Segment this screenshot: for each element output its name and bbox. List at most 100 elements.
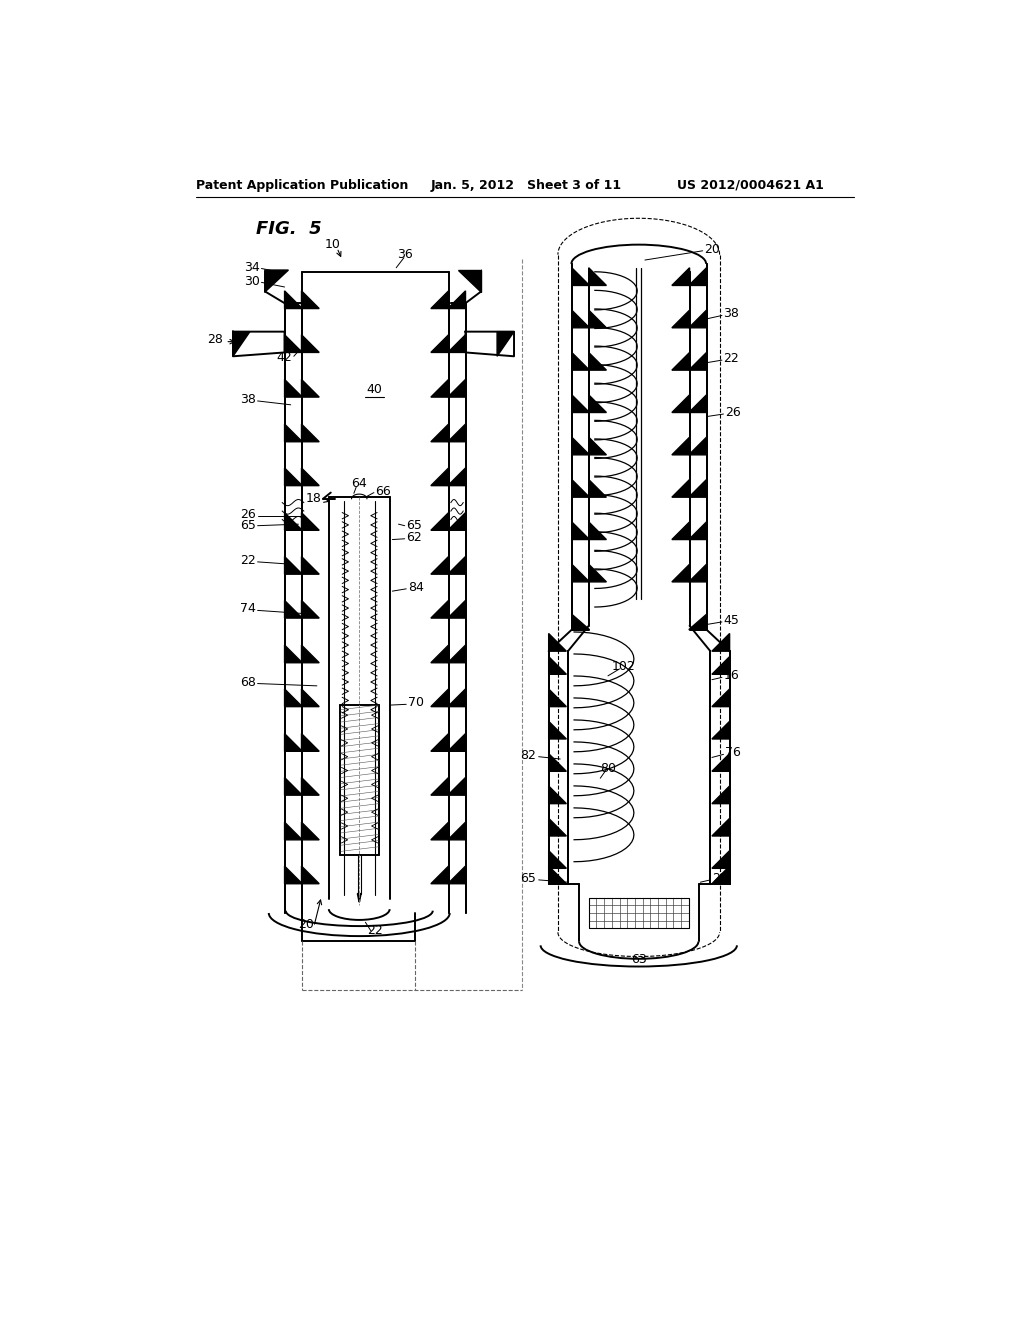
Text: 22: 22: [712, 871, 728, 884]
Polygon shape: [301, 601, 319, 618]
Polygon shape: [712, 818, 730, 836]
Bar: [589, 898, 689, 928]
Text: 16: 16: [724, 669, 739, 682]
Text: 38: 38: [241, 393, 256, 407]
Polygon shape: [571, 614, 590, 630]
Polygon shape: [571, 395, 590, 412]
Polygon shape: [672, 268, 689, 285]
Text: 34: 34: [244, 261, 260, 275]
Polygon shape: [301, 272, 449, 304]
Polygon shape: [431, 557, 449, 574]
Polygon shape: [689, 395, 707, 412]
Polygon shape: [285, 512, 302, 531]
Polygon shape: [689, 479, 707, 498]
Polygon shape: [589, 352, 606, 370]
Polygon shape: [431, 379, 449, 397]
Text: 84: 84: [408, 581, 424, 594]
Polygon shape: [447, 290, 466, 309]
Text: 10: 10: [325, 238, 340, 251]
Polygon shape: [571, 564, 590, 582]
Polygon shape: [431, 822, 449, 840]
Polygon shape: [431, 734, 449, 751]
Polygon shape: [672, 479, 689, 498]
Text: Patent Application Publication: Patent Application Publication: [196, 178, 409, 191]
Text: Jan. 5, 2012   Sheet 3 of 11: Jan. 5, 2012 Sheet 3 of 11: [431, 178, 622, 191]
Polygon shape: [301, 822, 319, 840]
Text: 82: 82: [520, 748, 537, 762]
Polygon shape: [447, 469, 466, 486]
Text: 80: 80: [600, 762, 616, 775]
Text: 20: 20: [298, 917, 314, 931]
Polygon shape: [497, 331, 514, 356]
Polygon shape: [549, 656, 566, 675]
Polygon shape: [301, 734, 319, 751]
Polygon shape: [431, 777, 449, 795]
Polygon shape: [589, 310, 606, 327]
Polygon shape: [589, 437, 606, 455]
Text: 45: 45: [724, 614, 739, 627]
Text: 65: 65: [520, 871, 537, 884]
Text: 36: 36: [397, 248, 414, 261]
Text: 20: 20: [705, 243, 720, 256]
Polygon shape: [431, 424, 449, 442]
Polygon shape: [301, 557, 319, 574]
Text: FIG.  5: FIG. 5: [256, 220, 322, 238]
Text: 38: 38: [724, 308, 739, 321]
Polygon shape: [285, 469, 302, 486]
Polygon shape: [431, 335, 449, 352]
Polygon shape: [712, 656, 730, 675]
Text: 74: 74: [241, 602, 256, 615]
Text: 102: 102: [611, 660, 635, 673]
Polygon shape: [447, 335, 466, 352]
Polygon shape: [549, 785, 566, 804]
Polygon shape: [689, 437, 707, 455]
Text: 42: 42: [276, 351, 292, 364]
Polygon shape: [301, 335, 319, 352]
Text: 40: 40: [367, 383, 383, 396]
Text: 22: 22: [368, 924, 383, 937]
Polygon shape: [549, 721, 566, 739]
Polygon shape: [549, 754, 566, 771]
Text: 22: 22: [724, 352, 739, 366]
Polygon shape: [672, 310, 689, 327]
Polygon shape: [447, 777, 466, 795]
Text: 64: 64: [351, 477, 368, 490]
Polygon shape: [301, 290, 319, 309]
Polygon shape: [466, 331, 514, 356]
Polygon shape: [589, 395, 606, 412]
Polygon shape: [265, 271, 289, 292]
Polygon shape: [431, 512, 449, 531]
Polygon shape: [689, 310, 707, 327]
Polygon shape: [672, 437, 689, 455]
Polygon shape: [458, 271, 481, 292]
Text: 63: 63: [631, 953, 646, 966]
Polygon shape: [301, 424, 319, 442]
Polygon shape: [285, 601, 302, 618]
Text: 68: 68: [241, 676, 256, 689]
Polygon shape: [712, 850, 730, 869]
Polygon shape: [265, 269, 481, 276]
Text: 28: 28: [207, 333, 223, 346]
Polygon shape: [712, 689, 730, 706]
Polygon shape: [301, 512, 319, 531]
Polygon shape: [447, 645, 466, 663]
Polygon shape: [285, 777, 302, 795]
Polygon shape: [301, 866, 319, 884]
Polygon shape: [571, 352, 590, 370]
Polygon shape: [301, 777, 319, 795]
Polygon shape: [431, 645, 449, 663]
Text: 18: 18: [305, 492, 322, 506]
Polygon shape: [285, 290, 302, 309]
Polygon shape: [689, 564, 707, 582]
Polygon shape: [431, 866, 449, 884]
Polygon shape: [431, 290, 449, 309]
Polygon shape: [549, 689, 566, 706]
Polygon shape: [549, 866, 566, 884]
Polygon shape: [712, 721, 730, 739]
Polygon shape: [589, 521, 606, 540]
Text: US 2012/0004621 A1: US 2012/0004621 A1: [677, 178, 824, 191]
Polygon shape: [549, 634, 566, 651]
Polygon shape: [672, 352, 689, 370]
Polygon shape: [431, 469, 449, 486]
Polygon shape: [712, 634, 730, 651]
